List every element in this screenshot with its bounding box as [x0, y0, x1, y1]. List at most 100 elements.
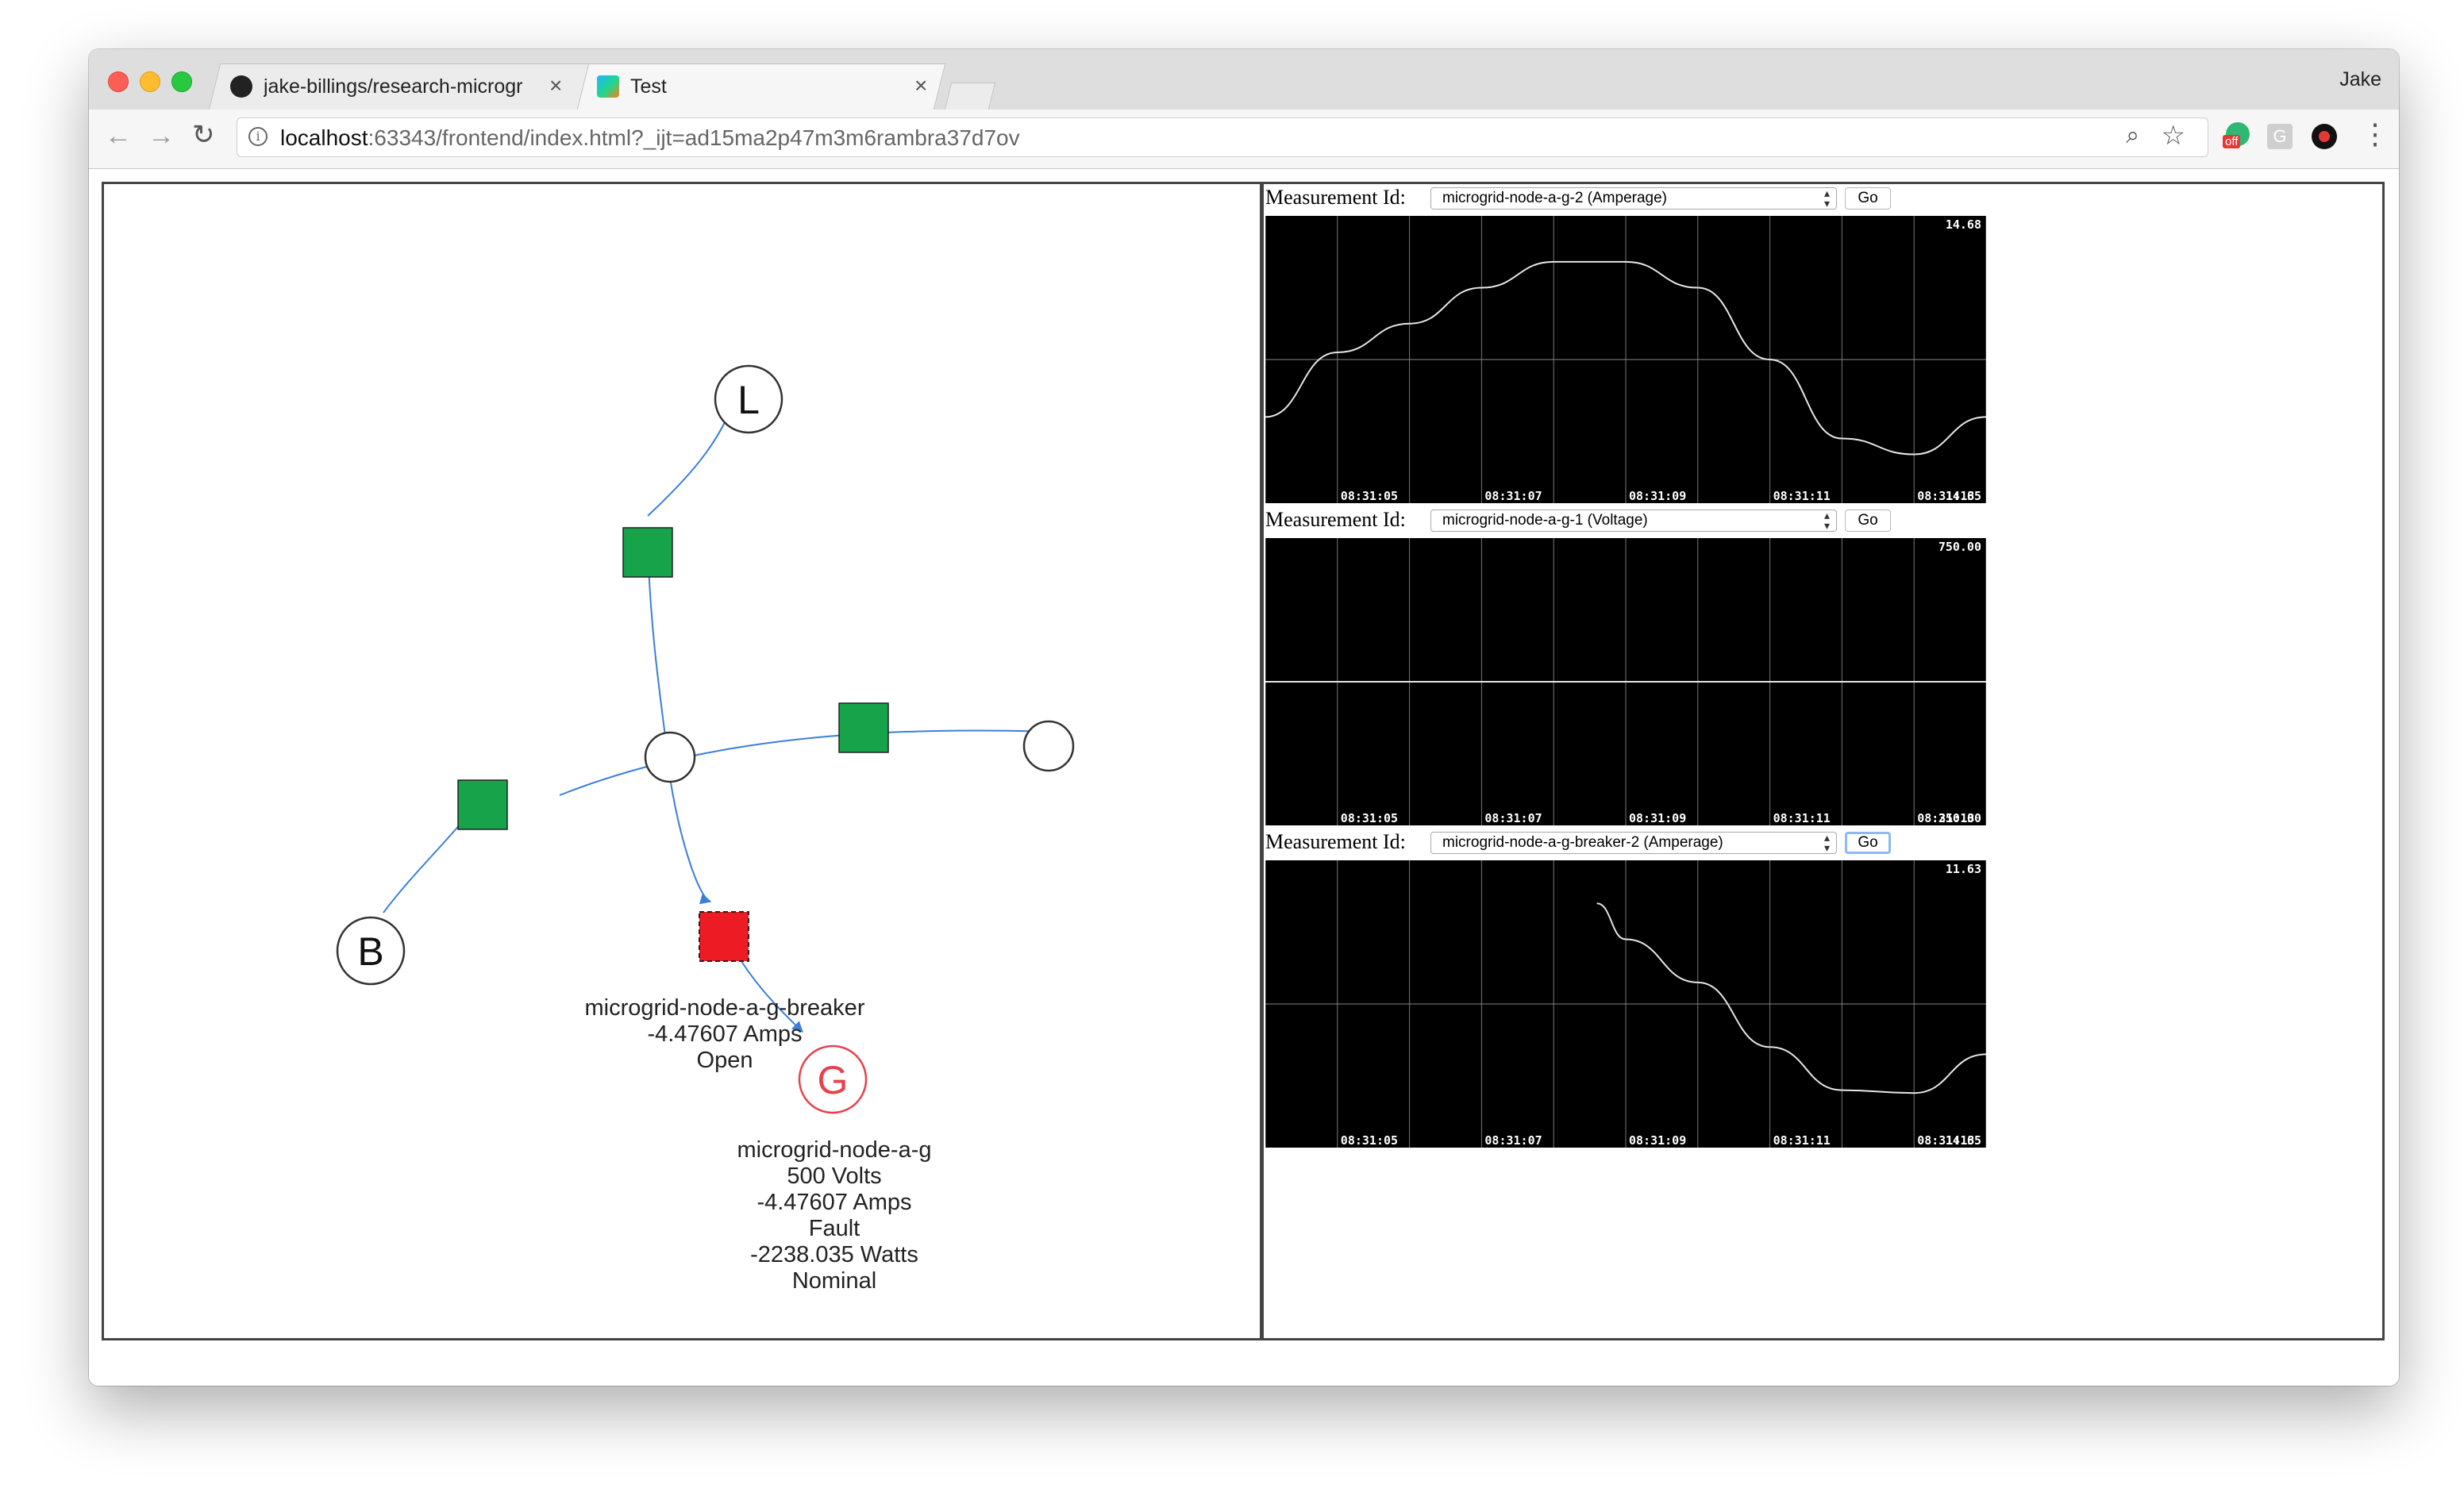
tab-test-content[interactable]: Test [597, 63, 899, 110]
right-node[interactable] [1022, 720, 1075, 772]
go-button[interactable]: Go [1845, 187, 1891, 210]
chart-max-label: 11.63 [1946, 862, 1981, 876]
tab-title: jake-billings/research-microgr [264, 75, 523, 98]
load-node-label: L [737, 378, 760, 422]
github-icon [230, 75, 252, 98]
new-tab-button[interactable] [944, 83, 996, 110]
url-text[interactable]: localhost:63343/frontend/index.html?_ijt… [280, 125, 1020, 150]
measurement-panel-3: Measurement Id: microgrid-node-a-g-break… [1265, 830, 1989, 1148]
node-info-volts: 500 Volts [787, 1163, 881, 1189]
chart-max-label: 750.00 [1938, 540, 1981, 554]
chart-time-label: 08:31:07 [1484, 811, 1542, 825]
reload-icon[interactable]: ↻ [192, 120, 215, 150]
forward-icon[interactable]: → [148, 121, 175, 151]
menu-kebab-icon[interactable]: ⋮ [2361, 117, 2389, 150]
chart-min-label: 14.65 [1946, 489, 1981, 503]
chart-min-label: 14.65 [1946, 1133, 1981, 1148]
measurement-select[interactable]: microgrid-node-a-g-1 (Voltage) ▴ ▾ [1430, 510, 1837, 532]
zoom-search-icon[interactable]: ⌕ [2126, 122, 2139, 148]
browser-window: jake-billings/research-microgr × Test × … [89, 49, 2399, 1386]
address-bar[interactable]: i localhost:63343/frontend/index.html?_i… [237, 117, 2208, 157]
battery-node-label: B [357, 929, 383, 974]
edge-left-right [559, 729, 1049, 796]
breaker-info-amps: -4.47607 Amps [647, 1021, 802, 1047]
node-info-watts: -2238.035 Watts [750, 1242, 918, 1267]
chart-time-label: 08:31:05 [1341, 489, 1398, 503]
extension-icon[interactable]: off [2223, 121, 2254, 152]
measurement-pane: Measurement Id: microgrid-node-a-g-2 (Am… [1262, 182, 2385, 1340]
chart-amperage-1: 14.68 14.65 08:31:05 08:31:07 08:31:09 08:31:… [1265, 216, 1986, 503]
chart-time-label: 08:31:09 [1629, 489, 1686, 503]
tab-github-content[interactable]: jake-billings/research-microgr [230, 63, 532, 110]
bookmark-star-icon[interactable]: ☆ [2161, 121, 2185, 151]
record-extension-icon[interactable] [2312, 124, 2337, 149]
graph-pane: L B G microgrid-node-a-g-breaker -4.4760… [102, 182, 1262, 1340]
breaker-left[interactable] [457, 779, 508, 830]
measurement-label: Measurement Id: [1265, 508, 1406, 531]
browser-toolbar: ← → ↻ i localhost:63343/frontend/index.h… [89, 110, 2399, 169]
window-maximize-button[interactable] [171, 71, 192, 92]
generator-node-label: G [818, 1058, 849, 1102]
grammar-extension-icon[interactable]: G [2267, 124, 2293, 149]
measurement-panel-2: Measurement Id: microgrid-node-a-g-1 (Vo… [1265, 508, 1989, 825]
node-info-status: Nominal [792, 1268, 876, 1294]
chart-time-label: 08:31:05 [1341, 1133, 1398, 1148]
measurement-label: Measurement Id: [1265, 830, 1406, 853]
chart-breaker-amperage: 11.63 14.65 08:31:05 08:31:07 08:31:09 08:31:… [1265, 860, 1986, 1148]
node-info-amps: -4.47607 Amps [757, 1190, 911, 1215]
go-button[interactable]: Go [1845, 510, 1891, 532]
chart-time-label: 08:31:11 [1773, 811, 1831, 825]
chart-time-label: 08:31:13 [1917, 1133, 1974, 1148]
edge-L-breaker [647, 421, 726, 517]
select-arrows-icon: ▴ ▾ [1823, 187, 1830, 210]
breaker-top[interactable] [622, 527, 673, 578]
node-info-name: microgrid-node-a-g [737, 1137, 932, 1163]
back-icon[interactable]: ← [105, 121, 132, 151]
chart-time-label: 08:31:13 [1917, 811, 1974, 825]
tab-bar: jake-billings/research-microgr × Test × … [89, 49, 2399, 110]
tab-close-icon[interactable]: × [914, 73, 928, 98]
info-icon[interactable]: i [248, 127, 268, 146]
chart-time-label: 08:31:09 [1629, 811, 1686, 825]
hub-node[interactable] [644, 731, 696, 783]
chart-time-label: 08:31:07 [1484, 489, 1542, 503]
node-info-state: Fault [809, 1216, 860, 1241]
measurement-header: Measurement Id: [1265, 186, 1406, 210]
window-close-button[interactable] [108, 71, 129, 92]
measurement-select[interactable]: microgrid-node-a-g-2 (Amperage) ▴ ▾ [1430, 187, 1837, 210]
tab-close-icon[interactable]: × [549, 73, 563, 98]
edge-B-left [383, 822, 462, 913]
generator-node[interactable] [798, 1044, 868, 1114]
chart-time-label: 08:31:11 [1773, 1133, 1831, 1148]
measurement-select[interactable]: microgrid-node-a-g-breaker-2 (Amperage) … [1430, 832, 1837, 854]
select-arrows-icon: ▴ ▾ [1823, 831, 1830, 854]
chart-time-label: 08:31:11 [1773, 489, 1831, 503]
go-button[interactable]: Go [1845, 832, 1891, 854]
page-viewport: L B G microgrid-node-a-g-breaker -4.4760… [89, 169, 2399, 1386]
breaker-right[interactable] [838, 702, 889, 753]
grid-graph: L B G microgrid-node-a-g-breaker -4.4760… [336, 364, 1075, 1294]
measurement-header: Measurement Id: [1265, 508, 1406, 532]
chart-min-label: 250.00 [1938, 811, 1981, 825]
window-minimize-button[interactable] [140, 71, 160, 92]
edge-breaker-hub [648, 564, 666, 737]
webstorm-icon [597, 75, 619, 98]
chart-time-label: 08:31:13 [1917, 489, 1974, 503]
battery-node[interactable] [336, 916, 406, 986]
measurement-label: Measurement Id: [1265, 186, 1406, 209]
profile-name[interactable]: Jake [2339, 68, 2381, 90]
edge-hub-fault[interactable] [669, 777, 712, 905]
measurement-panel-1: Measurement Id: microgrid-node-a-g-2 (Am… [1265, 186, 1989, 503]
chart-series-line [1596, 902, 1986, 1094]
breaker-info-name: microgrid-node-a-g-breaker [585, 995, 865, 1021]
tab-title: Test [630, 75, 667, 98]
chart-time-label: 08:31:07 [1484, 1133, 1542, 1148]
chart-series-line [1265, 260, 1986, 456]
load-node[interactable] [714, 364, 783, 434]
measurement-header: Measurement Id: [1265, 830, 1406, 854]
breaker-fault[interactable] [699, 911, 749, 962]
select-arrows-icon: ▴ ▾ [1823, 509, 1830, 532]
chart-max-label: 14.68 [1946, 217, 1981, 232]
chart-time-label: 08:31:05 [1341, 811, 1398, 825]
breaker-info-state: Open [697, 1048, 753, 1073]
